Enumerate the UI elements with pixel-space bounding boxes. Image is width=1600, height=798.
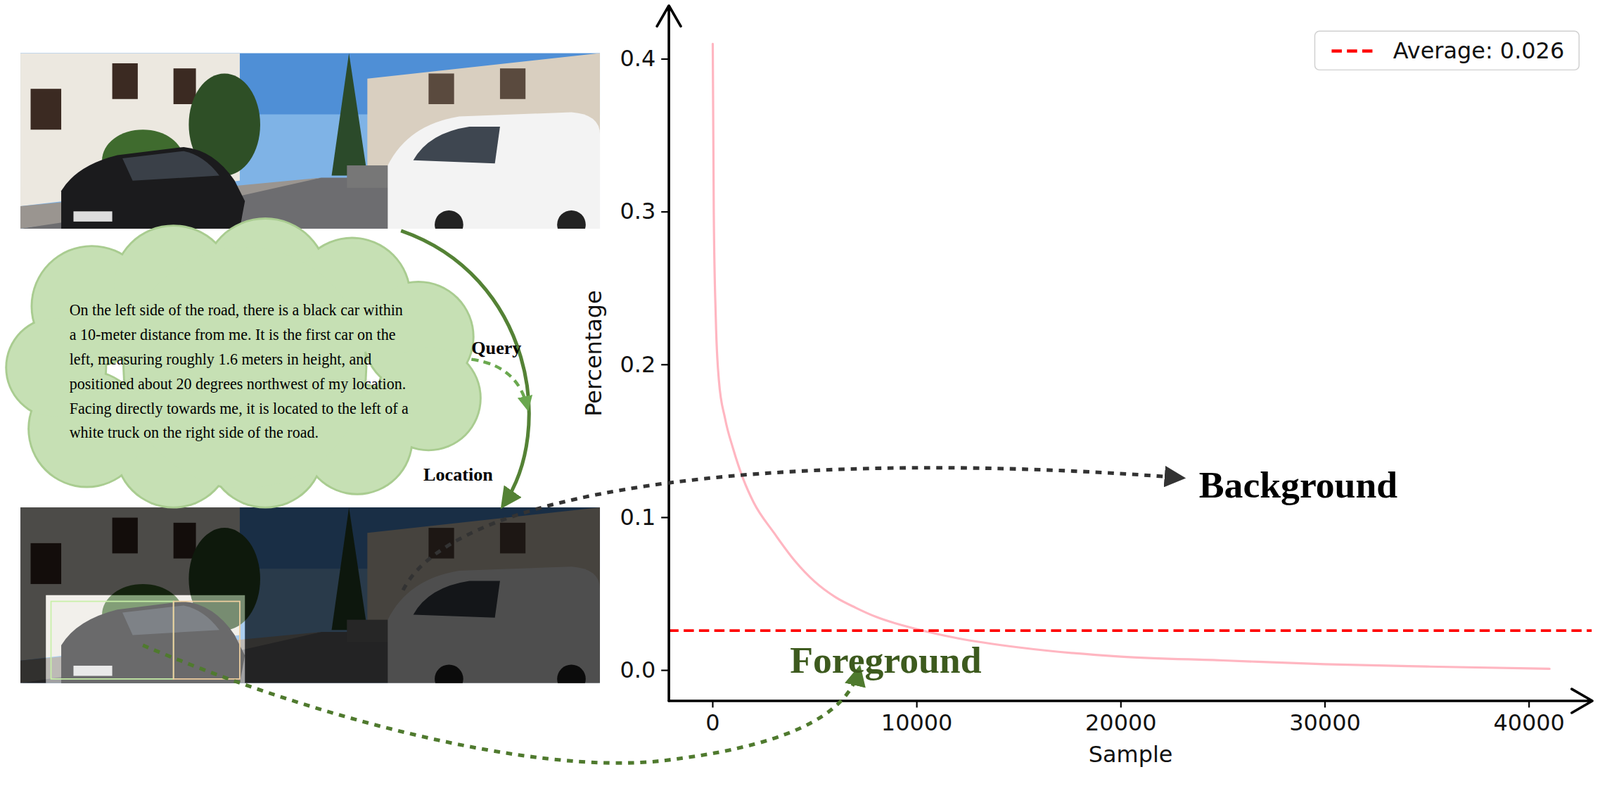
- html-text:On the left side of the road,: On the left side of the road, there is a…: [69, 301, 409, 441]
- svg-text:0.3: 0.3: [619, 197, 656, 225]
- svg-text:0.0: 0.0: [619, 656, 656, 683]
- svg-text:Foreground: Foreground: [789, 638, 982, 681]
- html-text:Average: 0.026: Average: 0.026: [1393, 37, 1565, 64]
- svg-text:0.4: 0.4: [619, 45, 656, 72]
- svg-text:Background: Background: [1199, 463, 1399, 506]
- svg-text:40000: 40000: [1493, 708, 1565, 736]
- svg-text:30000: 30000: [1289, 708, 1361, 736]
- svg-text:0: 0: [705, 708, 720, 736]
- svg-text:Query: Query: [471, 337, 522, 358]
- svg-text:0.1: 0.1: [619, 503, 656, 531]
- svg-text:Sample: Sample: [1088, 740, 1174, 768]
- svg-text:Location: Location: [423, 464, 494, 485]
- svg-text:20000: 20000: [1085, 708, 1157, 736]
- svg-text:10000: 10000: [881, 708, 953, 736]
- svg-text:0.2: 0.2: [619, 350, 656, 378]
- svg-text:Percentage: Percentage: [580, 289, 607, 417]
